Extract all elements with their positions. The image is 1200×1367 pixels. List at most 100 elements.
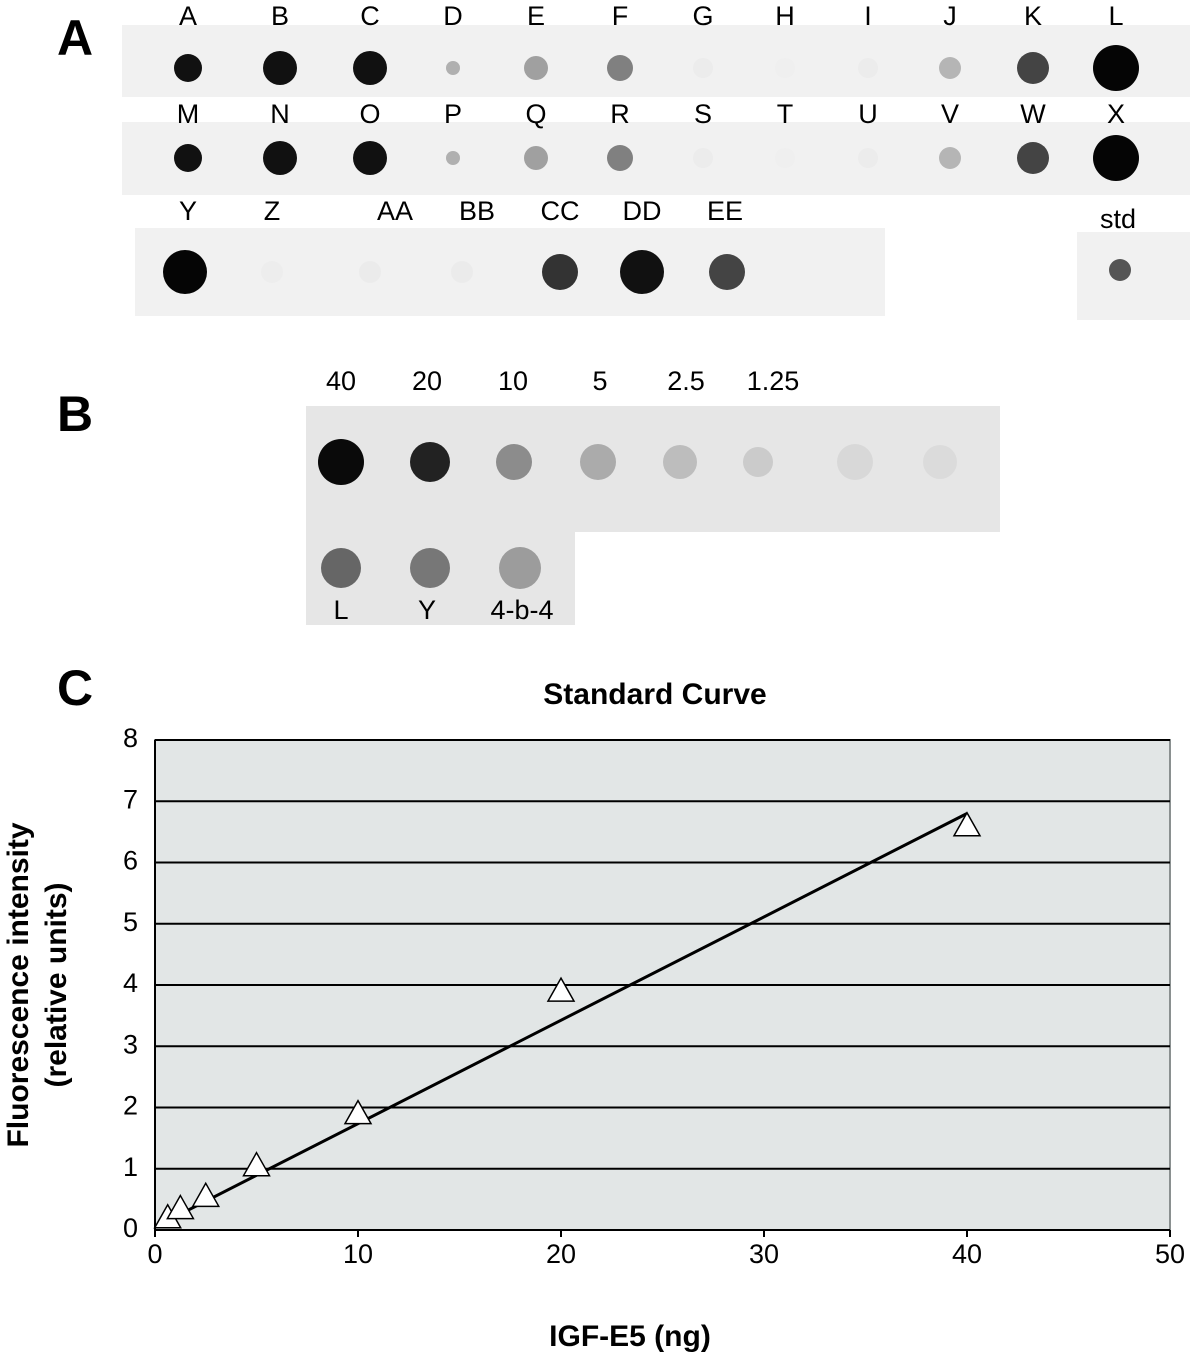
x-tick-label: 50 [1155,1239,1185,1269]
dot-label: K [1024,1,1042,31]
dot-label: C [360,1,380,31]
dot-label: V [941,99,959,129]
dot-label: X [1107,99,1125,129]
dot-label: I [864,1,872,31]
blot-dot [353,51,387,85]
dot-label: E [527,1,545,31]
blot-dot [261,261,283,283]
dot-label: AA [377,196,413,226]
blot-dot [410,548,450,588]
dot-label: 1.25 [747,366,800,396]
blot-dot [1109,259,1131,281]
dot-label: N [270,99,290,129]
blot-dot [709,254,745,290]
blot-dot [693,148,713,168]
data-point [343,1099,373,1125]
dot-label: std [1100,204,1136,234]
blot-strip [122,122,1190,195]
blot-dot [1093,135,1139,181]
panel-label: C [57,660,93,716]
y-tick-label: 1 [123,1152,138,1182]
blot-dot [858,58,878,78]
dot-label: R [610,99,630,129]
dot-label: Z [264,196,281,226]
y-tick-label: 0 [123,1213,138,1243]
blot-membrane [306,406,1000,532]
dot-label: H [775,1,795,31]
dot-label: 10 [498,366,528,396]
dot-label: G [692,1,713,31]
dot-label: J [943,1,957,31]
blot-dot [174,54,202,82]
trendline [166,812,968,1223]
dot-label: L [1108,1,1123,31]
blot-dot [263,51,297,85]
panel-label: B [57,386,93,442]
dot-label: B [271,1,289,31]
dot-label: O [359,99,380,129]
data-point [191,1181,221,1208]
chart-title: Standard Curve [543,678,766,711]
blot-dot [837,444,873,480]
panel-label: A [57,10,93,66]
dot-label: D [443,1,463,31]
dot-label: U [858,99,878,129]
blot-dot [663,445,697,479]
y-tick-label: 5 [123,907,138,937]
dot-label: CC [541,196,580,226]
y-tick-label: 3 [123,1029,138,1059]
x-tick-label: 10 [343,1239,373,1269]
blot-dot [163,250,207,294]
x-tick-label: 40 [952,1239,982,1269]
data-point [166,1194,195,1220]
blot-dot [775,148,795,168]
blot-dot [743,447,773,477]
blot-dot [451,261,473,283]
dot-label: Q [525,99,546,129]
dot-label: T [777,99,794,129]
blot-dot [858,148,878,168]
blot-dot [580,444,616,480]
x-tick-label: 30 [749,1239,779,1269]
blot-dot [446,151,460,165]
dot-label: Y [179,196,197,226]
blot-dot [1093,45,1139,91]
dot-label: DD [623,196,662,226]
dot-label: L [333,595,348,625]
blot-dot [496,444,532,480]
blot-dot [318,439,364,485]
blot-dot [607,145,633,171]
dot-label: F [612,1,629,31]
dot-label: 4-b-4 [490,595,553,625]
blot-strip [122,25,1190,97]
x-tick-label: 0 [147,1239,162,1269]
dot-label: P [444,99,462,129]
y-tick-label: 4 [123,968,138,998]
dot-label: A [179,1,197,31]
blot-dot [174,144,202,172]
data-point [242,1151,271,1177]
blot-dot [1017,142,1049,174]
blot-dot [542,254,578,290]
dot-label: 20 [412,366,442,396]
dot-label: Y [418,595,436,625]
dot-label: W [1020,99,1046,129]
blot-strip [1077,232,1190,320]
blot-dot [524,56,548,80]
dot-label: EE [707,196,743,226]
blot-dot [524,146,548,170]
dot-label: 40 [326,366,356,396]
blot-dot [939,57,961,79]
blot-dot [353,141,387,175]
dot-label: 2.5 [667,366,705,396]
blot-dot [359,261,381,283]
blot-dot [923,445,957,479]
y-tick-label: 7 [123,784,138,814]
blot-dot [446,61,460,75]
blot-dot [321,548,361,588]
blot-dot [499,547,541,589]
dot-label: M [177,99,200,129]
blot-dot [775,58,795,78]
data-point [546,976,576,1002]
